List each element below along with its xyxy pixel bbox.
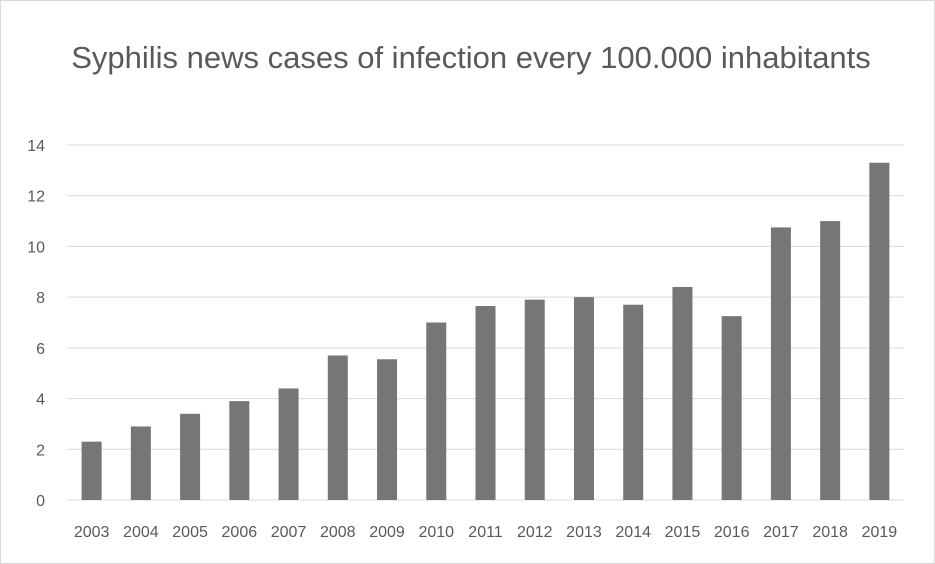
bar-2019 bbox=[869, 162, 890, 500]
bar-2008 bbox=[327, 355, 348, 500]
bar-2009 bbox=[377, 359, 398, 500]
y-axis-ticks: 0 2 4 6 8 10 12 14 bbox=[27, 138, 45, 510]
x-tick-label: 2009 bbox=[369, 524, 405, 541]
bar-2018 bbox=[820, 221, 841, 501]
x-tick-label: 2013 bbox=[566, 524, 602, 541]
x-tick-label: 2019 bbox=[862, 524, 898, 541]
x-tick-label: 2014 bbox=[615, 524, 651, 541]
bars bbox=[81, 162, 890, 501]
y-tick-label: 12 bbox=[27, 189, 45, 206]
y-tick-label: 6 bbox=[36, 341, 45, 358]
x-tick-label: 2011 bbox=[468, 524, 503, 541]
y-tick-label: 4 bbox=[36, 392, 45, 409]
bar-2011 bbox=[475, 306, 496, 500]
y-tick-label: 10 bbox=[27, 239, 45, 256]
x-tick-label: 2008 bbox=[320, 524, 356, 541]
x-tick-label: 2003 bbox=[74, 524, 110, 541]
x-tick-label: 2016 bbox=[714, 524, 750, 541]
x-tick-label: 2010 bbox=[418, 524, 454, 541]
x-tick-label: 2015 bbox=[665, 524, 701, 541]
x-tick-label: 2004 bbox=[123, 524, 159, 541]
bar-2003 bbox=[81, 441, 102, 500]
bar-2010 bbox=[426, 322, 447, 500]
x-tick-label: 2012 bbox=[517, 524, 553, 541]
y-tick-label: 14 bbox=[27, 138, 45, 155]
chart-title: Syphilis news cases of infection every 1… bbox=[71, 40, 871, 75]
bar-2014 bbox=[623, 304, 644, 500]
bar-2012 bbox=[524, 299, 545, 500]
x-tick-label: 2007 bbox=[271, 524, 307, 541]
bar-2005 bbox=[180, 413, 201, 500]
bar-2007 bbox=[278, 388, 299, 500]
bar-2017 bbox=[770, 227, 791, 501]
x-tick-label: 2017 bbox=[763, 524, 799, 541]
bar-2004 bbox=[130, 426, 151, 500]
bar-2013 bbox=[573, 297, 594, 500]
x-tick-label: 2006 bbox=[222, 524, 258, 541]
y-tick-label: 8 bbox=[36, 290, 45, 307]
y-tick-label: 2 bbox=[36, 442, 45, 459]
bar-2006 bbox=[229, 401, 250, 500]
x-axis-ticks: 2003 2004 2005 2006 2007 2008 2009 2010 2011 2012… bbox=[74, 524, 897, 541]
bar-2016 bbox=[721, 316, 742, 500]
x-tick-label: 2018 bbox=[812, 524, 848, 541]
x-tick-label: 2005 bbox=[172, 524, 208, 541]
bar-2015 bbox=[672, 287, 693, 500]
y-tick-label: 0 bbox=[36, 493, 45, 510]
